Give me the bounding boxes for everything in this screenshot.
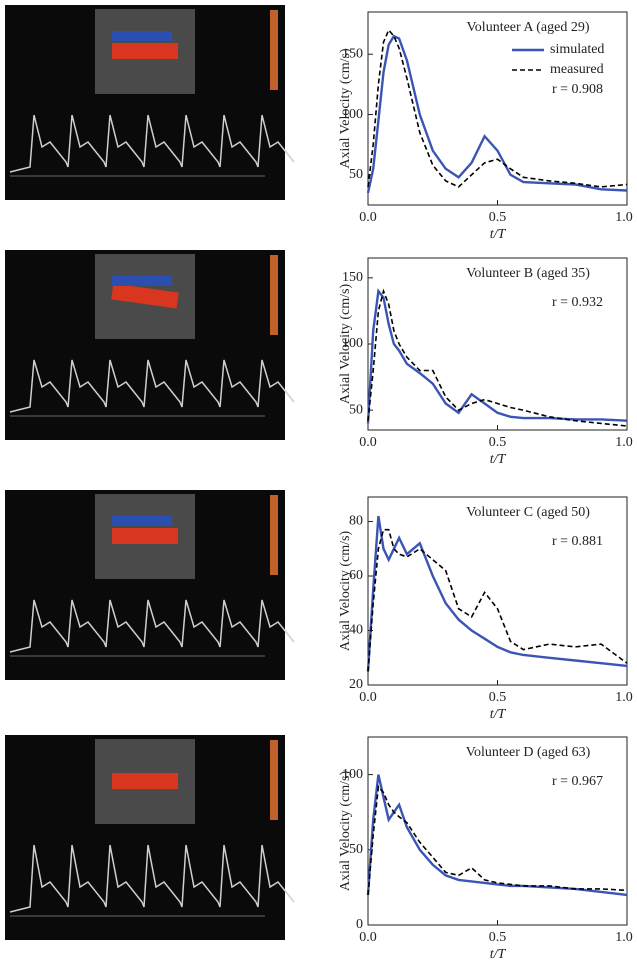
series-line xyxy=(366,288,628,424)
annotation: r = 0.908 xyxy=(552,82,603,97)
y-axis-label: Axial Velocity (cm/s) xyxy=(338,48,353,169)
color-bar xyxy=(270,740,278,820)
series-line xyxy=(366,774,628,897)
color-bar xyxy=(270,10,278,90)
x-tick-label: 0.5 xyxy=(489,930,507,945)
legend-label: measured xyxy=(550,62,604,77)
x-tick-label: 0.5 xyxy=(489,690,507,705)
annotation: r = 0.932 xyxy=(552,295,603,310)
x-tick-label: 0.0 xyxy=(359,435,377,450)
series-line xyxy=(367,288,628,427)
color-flow-blue xyxy=(112,31,172,41)
y-tick-label: 150 xyxy=(342,46,363,61)
series-line xyxy=(367,528,628,672)
color-flow xyxy=(112,43,178,59)
plot-frame xyxy=(367,11,628,206)
y-tick-label: 100 xyxy=(342,107,363,122)
plot-frame xyxy=(367,736,628,926)
plot-frame xyxy=(367,496,628,686)
y-tick-label: 50 xyxy=(349,842,363,857)
x-tick-label: 1.0 xyxy=(615,930,633,945)
y-axis-label: Axial Velocity (cm/s) xyxy=(338,531,353,652)
x-tick-label: 0.5 xyxy=(489,435,507,450)
doppler-waveform xyxy=(9,359,295,413)
x-axis-label: t/T xyxy=(490,227,507,242)
color-flow xyxy=(111,283,179,309)
chart-title: Volunteer A (aged 29) xyxy=(467,20,590,35)
y-tick-label: 150 xyxy=(342,270,363,285)
y-tick-label: 50 xyxy=(349,167,363,182)
y-tick-label: 0 xyxy=(356,917,363,932)
x-tick-label: 1.0 xyxy=(615,435,633,450)
y-tick-label: 60 xyxy=(349,568,363,583)
x-tick-label: 0.5 xyxy=(489,210,507,225)
x-axis-label: t/T xyxy=(490,707,507,722)
y-axis-label: Axial Velocity (cm/s) xyxy=(338,284,353,405)
chart-title: Volunteer B (aged 35) xyxy=(466,266,590,281)
x-tick-label: 0.0 xyxy=(359,690,377,705)
chart-title: Volunteer D (aged 63) xyxy=(466,745,591,760)
y-tick-label: 100 xyxy=(342,767,363,782)
doppler-waveform xyxy=(9,114,295,173)
x-axis-label: t/T xyxy=(490,452,507,467)
y-tick-label: 80 xyxy=(349,514,363,529)
color-bar xyxy=(270,255,278,335)
x-tick-label: 0.0 xyxy=(359,210,377,225)
color-flow xyxy=(112,528,178,544)
y-tick-label: 20 xyxy=(349,677,363,692)
series-line xyxy=(366,515,628,672)
x-tick-label: 0.0 xyxy=(359,930,377,945)
y-axis-label: Axial Velocity (cm/s) xyxy=(338,771,353,892)
annotation: r = 0.881 xyxy=(552,534,603,549)
legend-label: simulated xyxy=(550,42,604,57)
doppler-waveform xyxy=(9,844,295,913)
color-flow-blue xyxy=(112,516,172,526)
annotation: r = 0.967 xyxy=(552,774,603,789)
x-tick-label: 1.0 xyxy=(615,210,633,225)
chart-title: Volunteer C (aged 50) xyxy=(466,505,590,520)
x-tick-label: 1.0 xyxy=(615,690,633,705)
color-bar xyxy=(270,495,278,575)
y-tick-label: 40 xyxy=(349,623,363,638)
doppler-waveform xyxy=(9,599,295,653)
series-line xyxy=(367,784,628,895)
color-flow-blue xyxy=(112,276,172,286)
x-axis-label: t/T xyxy=(490,947,507,962)
y-tick-label: 100 xyxy=(342,336,363,351)
y-tick-label: 50 xyxy=(349,402,363,417)
series-line xyxy=(367,28,628,188)
color-flow xyxy=(112,773,178,789)
series-line xyxy=(366,34,628,194)
